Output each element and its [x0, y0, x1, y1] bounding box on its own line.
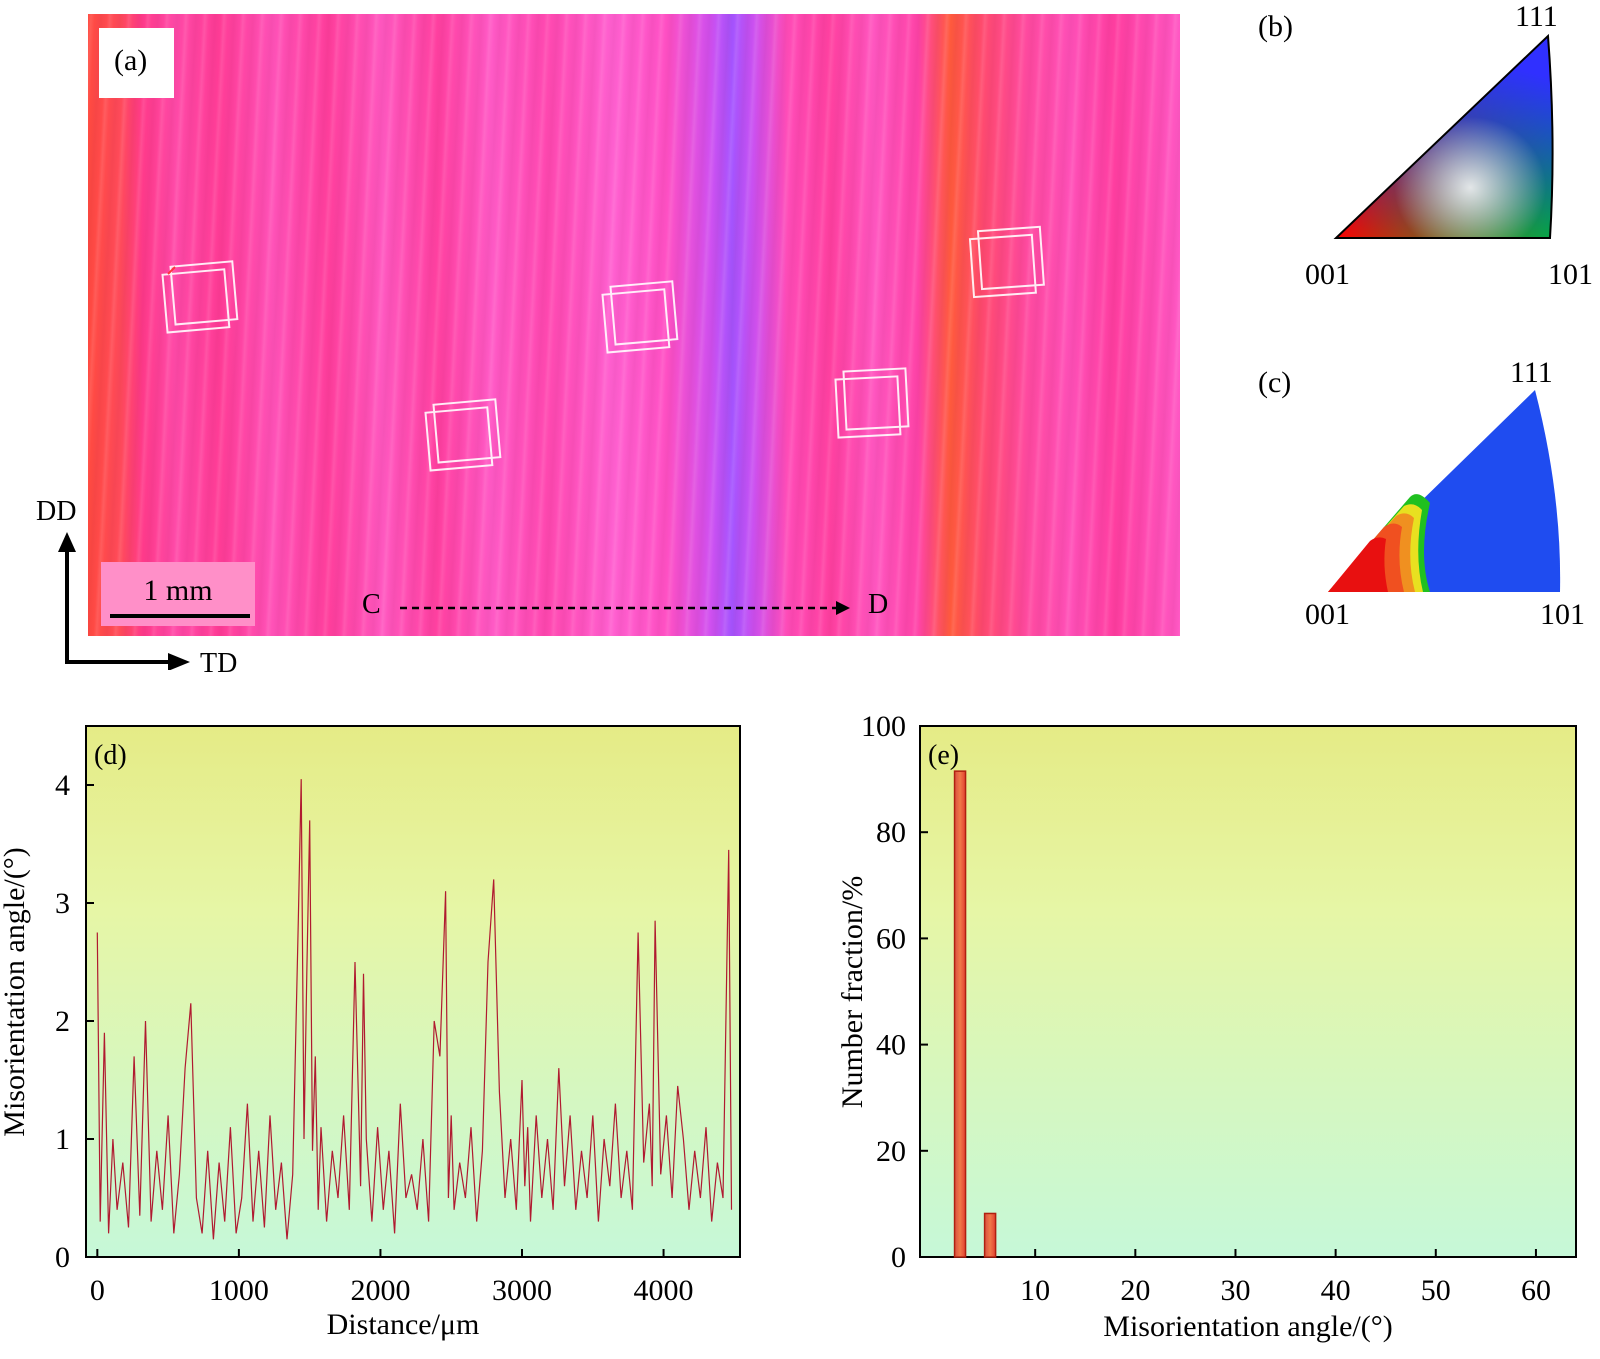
e-y-tick-label: 60 [876, 922, 906, 955]
d-y-tick-label: 3 [55, 887, 70, 920]
ipf-c-101-label: 101 [1540, 598, 1585, 631]
e-x-tick-label: 30 [1220, 1274, 1250, 1307]
panel-d-label: (d) [94, 740, 127, 771]
e-y-tick-label: 40 [876, 1029, 906, 1062]
ipf-density-triangle [1328, 390, 1561, 592]
map-texture [88, 14, 1180, 636]
line-end-label: D [868, 589, 889, 620]
chart-d: 0 1000 2000 3000 4000 0 1 2 3 4 (d) Distance/μm M… [0, 725, 741, 1341]
panel-a-label-box [99, 28, 174, 98]
unit-cell-cubes [161, 225, 1045, 615]
ipf-b-101-label: 101 [1548, 258, 1593, 291]
misorientation-profile-line [96, 779, 733, 1240]
d-x-tick-label: 1000 [209, 1274, 269, 1307]
panel-a-label: (a) [114, 44, 148, 77]
ipf-b-111-label: 111 [1515, 0, 1558, 33]
d-y-tick-label: 1 [55, 1123, 70, 1156]
d-y-tick-label: 0 [55, 1241, 70, 1274]
ipf-color-key-triangle [1333, 33, 1554, 239]
e-x-axis-label: Misorientation angle/(°) [1103, 1310, 1392, 1343]
scale-bar [110, 614, 250, 618]
e-x-tick-label: 60 [1521, 1274, 1551, 1307]
cube-glyph [161, 260, 239, 334]
ebsd-orientation-map [88, 14, 1180, 636]
d-y-tick-label: 2 [55, 1005, 70, 1038]
e-y-tick-label: 20 [876, 1135, 906, 1168]
e-x-tick-label: 40 [1321, 1274, 1351, 1307]
e-x-tick-label: 10 [1020, 1274, 1050, 1307]
line-start-label: C [362, 589, 381, 620]
e-y-tick-label: 80 [876, 816, 906, 849]
dd-axis-label: DD [36, 496, 77, 527]
cube-glyph [424, 398, 502, 472]
cube-glyph [968, 225, 1045, 299]
d-x-tick-label: 0 [90, 1274, 105, 1307]
cube-glyph [834, 367, 910, 439]
e-bar [983, 1212, 997, 1258]
e-x-tick-label: 50 [1421, 1274, 1451, 1307]
e-y-tick-label: 100 [861, 710, 906, 743]
plot-area-e [919, 725, 1577, 1258]
d-x-tick-label: 4000 [634, 1274, 694, 1307]
panel-b-label: (b) [1258, 10, 1293, 43]
ipf-c-001-label: 001 [1305, 598, 1350, 631]
d-y-tick-label: 4 [55, 769, 70, 802]
d-x-tick-label: 2000 [350, 1274, 410, 1307]
plot-area-d [85, 725, 741, 1258]
td-axis-label: TD [200, 648, 238, 679]
panel-c-label: (c) [1258, 366, 1292, 399]
ipf-c-111-label: 111 [1510, 356, 1553, 389]
cube-glyph [601, 280, 679, 354]
scale-bar-label: 1 mm [143, 574, 213, 607]
e-y-axis-label: Number fraction/% [836, 876, 869, 1108]
d-x-tick-label: 3000 [492, 1274, 552, 1307]
line-scan-arrowhead [836, 601, 850, 615]
panel-e-label: (e) [928, 740, 959, 771]
d-y-axis-label: Misorientation angle/(°) [0, 847, 31, 1136]
e-x-tick-label: 20 [1120, 1274, 1150, 1307]
e-bar [953, 770, 967, 1258]
d-x-axis-label: Distance/μm [327, 1308, 480, 1341]
e-y-tick-label: 0 [891, 1241, 906, 1274]
ipf-b-001-label: 001 [1305, 258, 1350, 291]
sample-axes [58, 532, 190, 670]
chart-e: 10 20 30 40 50 60 0 20 40 60 80 100 (e) Misorientat… [836, 710, 1577, 1343]
